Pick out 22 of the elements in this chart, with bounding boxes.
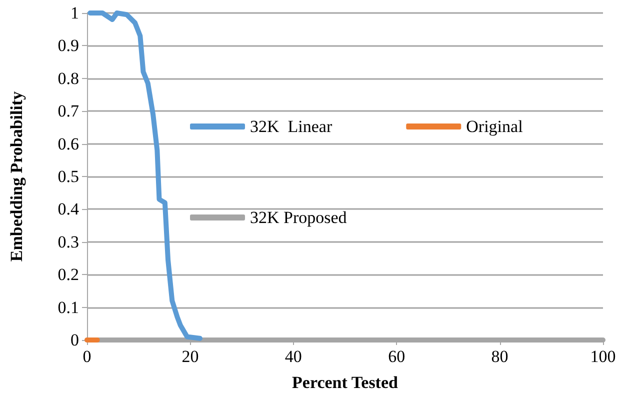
x-axis-title: Percent Tested [292, 373, 398, 392]
y-tick-label: 0.4 [58, 200, 80, 219]
x-tick-label: 20 [182, 347, 199, 366]
legend-label: Original [466, 117, 524, 136]
y-tick-label: 0.6 [58, 134, 79, 154]
y-tick-label: 0.3 [58, 232, 79, 252]
y-tick-label: 0.5 [58, 167, 79, 186]
y-tick-label: 0.9 [58, 36, 79, 56]
x-tick-label: 80 [491, 347, 508, 366]
y-tick-label: 0 [70, 330, 79, 350]
y-tick-label: 0.7 [58, 102, 80, 121]
y-tick-label: 0.1 [58, 298, 79, 317]
x-tick-label: 40 [284, 347, 302, 366]
y-tick-label: 0.8 [58, 68, 79, 88]
legend-label: 32K Linear [250, 117, 332, 136]
y-tick-label: 0.2 [58, 265, 79, 284]
x-tick-label: 60 [388, 347, 406, 366]
y-axis-title: Embedding Probability [7, 90, 26, 262]
x-tick-label: 0 [82, 347, 92, 366]
y-tick-label: 1 [70, 4, 79, 22]
x-tick-label: 100 [590, 347, 616, 366]
legend-label: 32K Proposed [250, 208, 348, 227]
